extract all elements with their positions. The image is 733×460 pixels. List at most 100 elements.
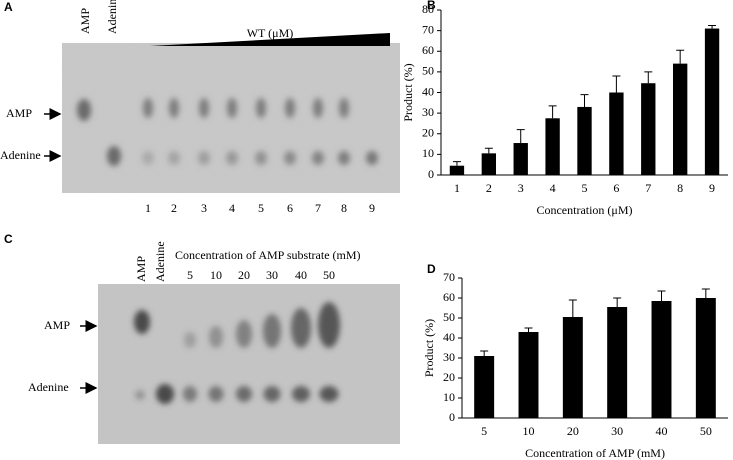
gel-spots [134,302,340,404]
x-tick-label: 6 [613,181,619,195]
spot [134,310,150,334]
x-tick-label: 1 [454,181,460,195]
x-tick-label: 8 [677,181,683,195]
spot [292,386,310,402]
lane-number: 50 [323,268,335,282]
spot [284,151,296,165]
lane-label: AMP [78,8,92,34]
error-bar [580,94,589,107]
y-tick-label: 60 [443,290,455,304]
spot [169,98,179,118]
spot [285,98,295,118]
y-tick-label: 70 [443,270,455,284]
spot [227,98,237,118]
bar [609,92,624,175]
gel-header: Concentration of AMP substrate (mM) [175,248,361,262]
error-bar [484,147,493,154]
panel-label: D [427,262,436,276]
x-tick-label: 2 [486,181,492,195]
x-tick-label: 4 [550,181,556,195]
panel-label: C [4,232,13,246]
y-tick-label: 20 [443,370,455,384]
y-tick-label: 30 [422,105,434,119]
y-tick-label: 70 [422,22,434,36]
spot [338,151,350,165]
lane-number: 8 [341,201,347,215]
x-tick-label: 3 [518,181,524,195]
panel-label: B [427,0,436,12]
error-bar [701,288,710,298]
spot [168,151,180,165]
error-bar [516,129,525,144]
spot-label: Adenine [28,380,69,394]
bar [641,83,656,175]
spot [366,151,378,165]
spot [77,99,91,121]
x-tick-label: 9 [709,181,715,195]
bar [481,153,497,175]
y-tick-label: 0 [428,167,434,181]
error-bar [480,350,489,356]
spot [312,151,324,165]
panel-label: A [4,0,13,14]
bar [695,298,716,418]
x-tick-label: 50 [700,424,712,438]
error-bar [676,49,685,64]
bar [518,332,539,418]
bar [577,106,592,175]
lane-number: 3 [201,201,207,215]
spot [198,151,210,165]
x-tick-label: 5 [481,424,487,438]
spot [209,326,223,348]
x-tick-label: 40 [656,424,668,438]
spot [142,151,154,165]
bar [607,307,628,418]
x-tick-label: 30 [611,424,623,438]
lane-label: Adenine [153,241,167,282]
x-tick-label: 10 [523,424,535,438]
spot [208,386,224,402]
y-tick-label: 10 [443,390,455,404]
bar [651,301,672,418]
spot [184,332,196,348]
x-tick-label: 5 [582,181,588,195]
error-bar [452,161,461,166]
lane-number: 4 [229,201,235,215]
spot [291,308,311,348]
lane-number: 6 [287,201,293,215]
spot [318,302,340,348]
spot [255,151,267,165]
lane-number: 30 [266,268,278,282]
y-tick-label: 80 [422,2,434,16]
lane-number: 20 [238,268,250,282]
lane-number: 1 [145,201,151,215]
lane-number: 9 [369,201,375,215]
bar [672,63,688,175]
spot [156,384,174,404]
y-tick-label: 0 [449,410,455,424]
error-bar [548,105,557,119]
spot [199,98,209,118]
x-axis-title: Concentration of AMP (mM) [525,446,665,460]
y-tick-label: 30 [443,350,455,364]
spot [256,98,266,118]
spot [183,386,197,402]
spot [236,386,252,402]
y-tick-label: 50 [443,310,455,324]
lane-number: 40 [295,268,307,282]
error-bar [644,71,653,84]
bar [474,356,495,418]
x-tick-label: 20 [567,424,579,438]
gel-texture [98,284,400,444]
spot [263,314,281,348]
lane-label: Adenine [105,0,119,34]
lane-label: AMP [134,256,148,282]
spot [263,386,281,402]
y-tick-label: 10 [422,146,434,160]
gel-spots [77,98,378,166]
spot-label: Adenine [0,148,41,162]
y-tick-label: 50 [422,64,434,78]
x-axis-title: Concentration (μM) [536,203,632,217]
lane-number: 5 [187,268,193,282]
bar [513,143,528,175]
